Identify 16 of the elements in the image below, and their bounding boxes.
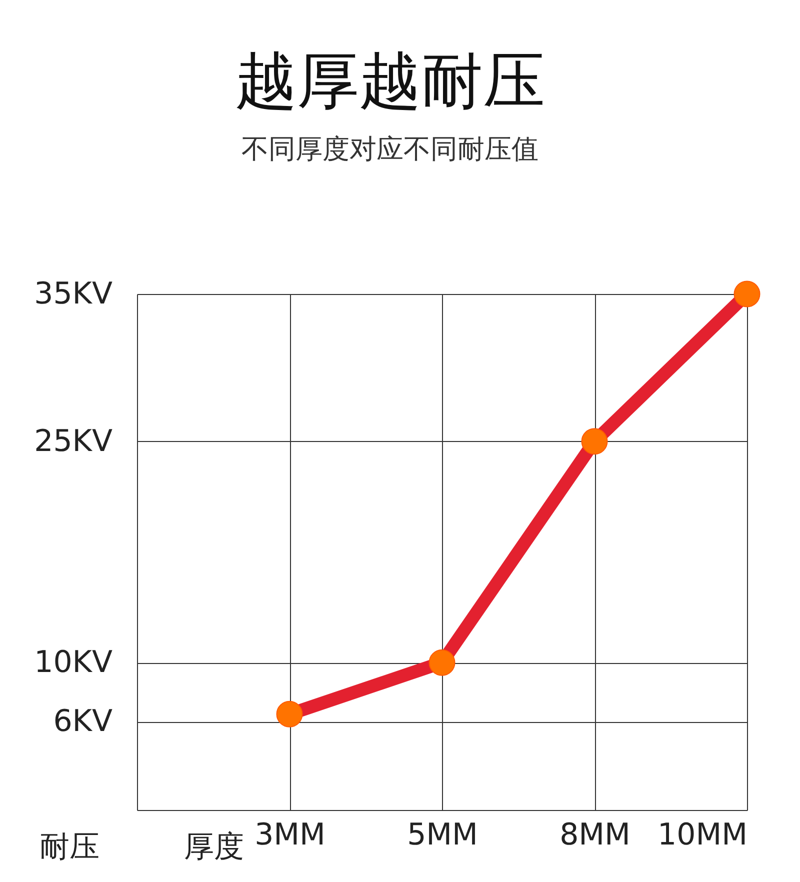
x-tick-label: 10MM [658, 818, 748, 852]
x-tick-label: 8MM [560, 818, 630, 852]
y-axis-title: 耐压 [40, 830, 100, 864]
y-tick-label: 10KV [34, 645, 113, 680]
point [581, 428, 608, 455]
point [276, 700, 303, 728]
x-tick-label: 3MM [254, 818, 326, 852]
chart-subtitle: 不同厚度对应不同耐压值 [242, 134, 538, 165]
point [428, 649, 456, 676]
x-tick-label: 5MM [407, 818, 478, 852]
chart-title: 越厚越耐压 [235, 44, 545, 117]
point [734, 280, 760, 308]
x-axis-title: 厚度 [184, 830, 244, 864]
y-tick-label: 35KV [34, 276, 113, 312]
y-tick-label: 6KV [53, 704, 113, 740]
y-tick-label: 25KV [34, 424, 113, 459]
